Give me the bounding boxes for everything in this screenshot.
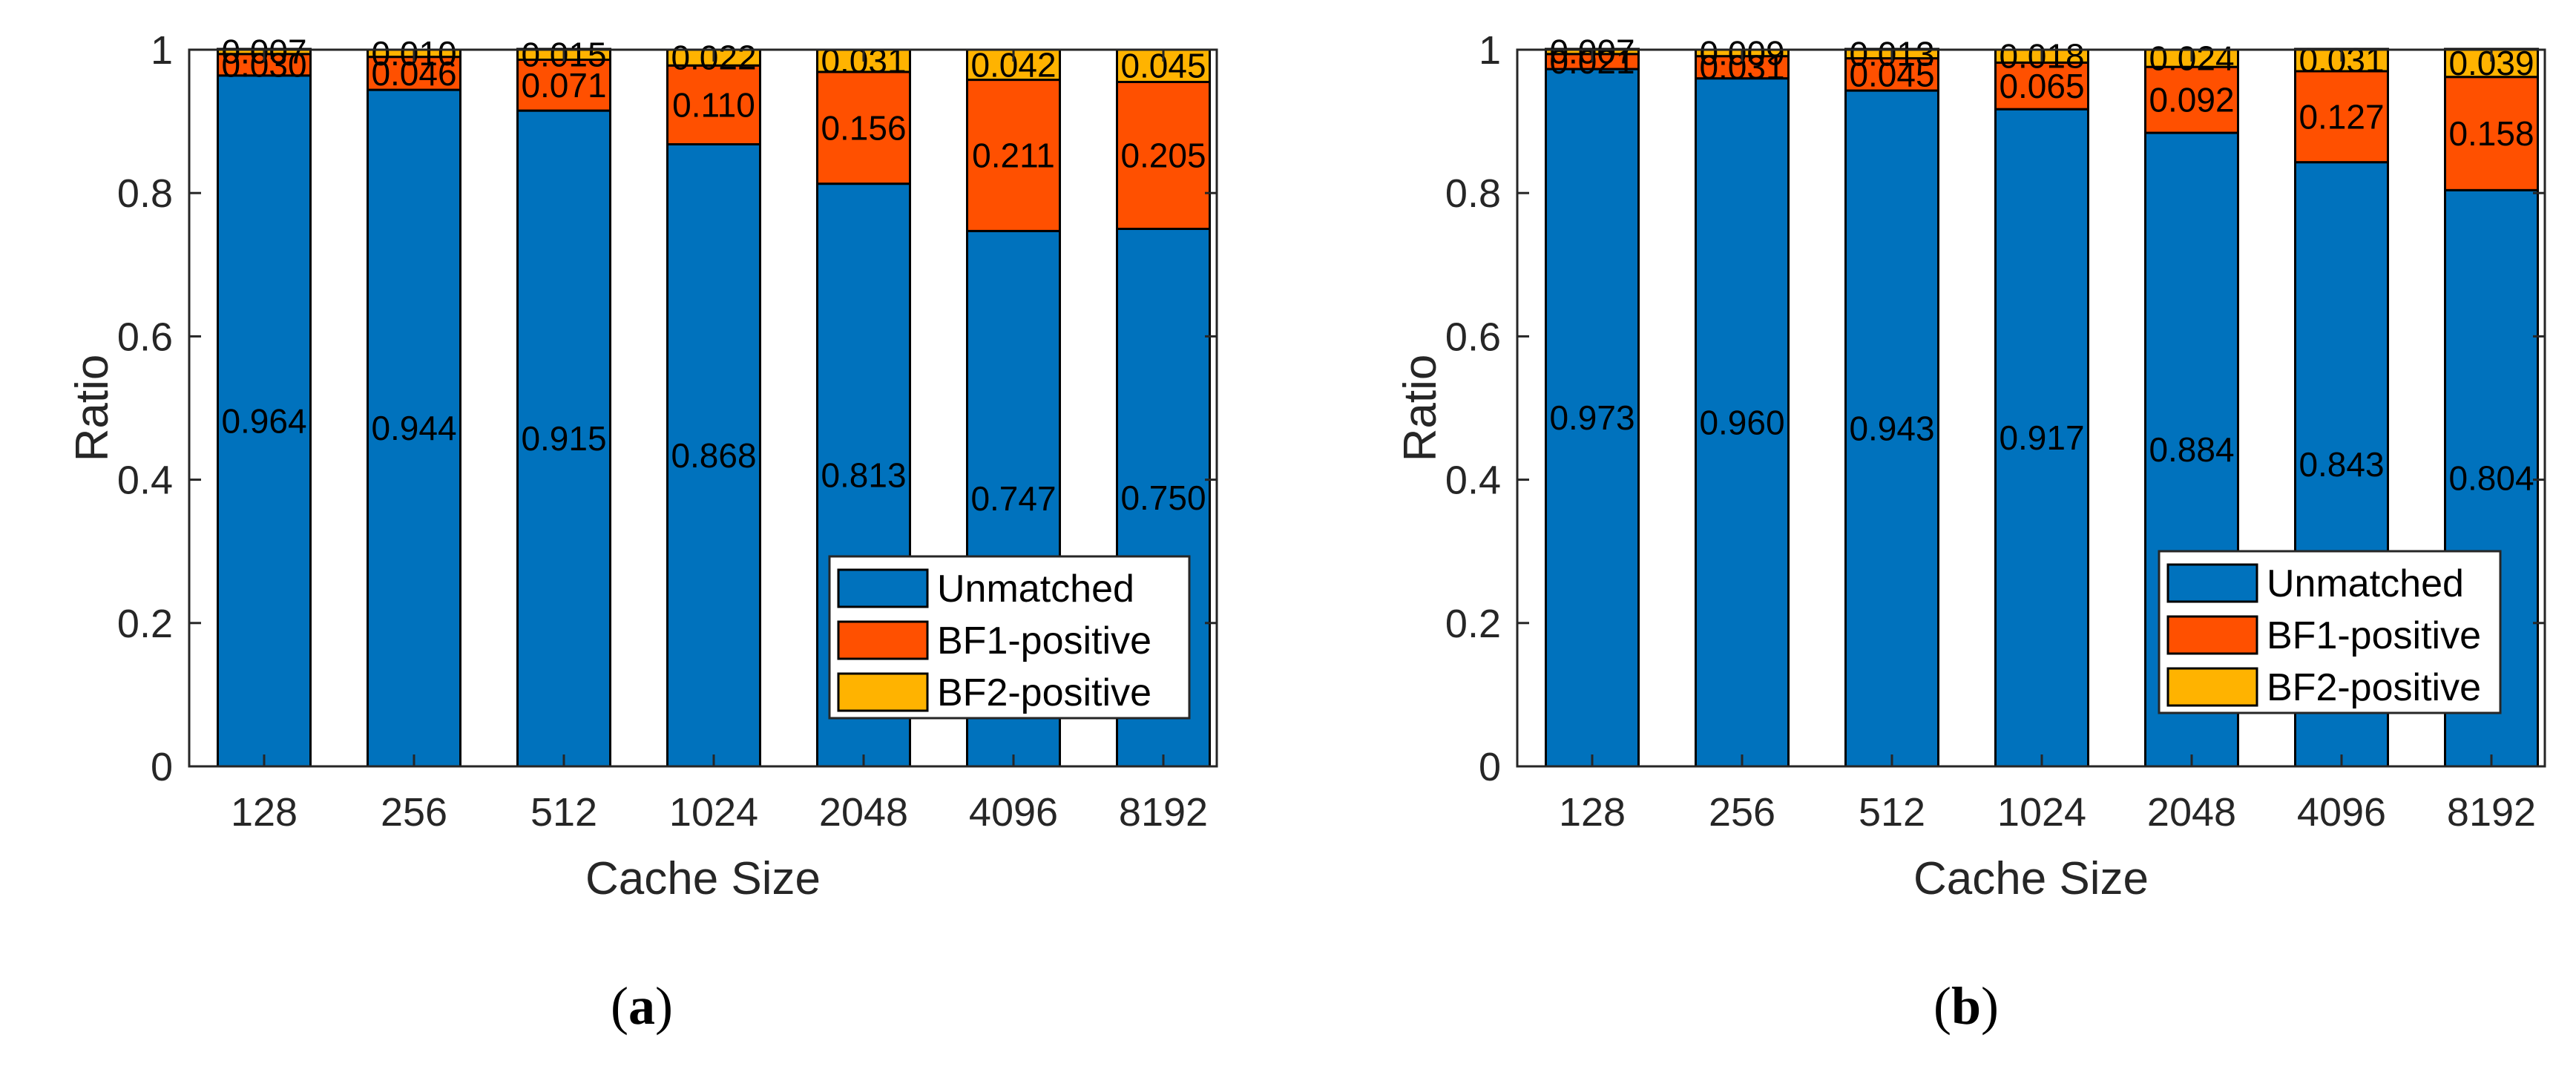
chart-panel-2: 0.9730.0210.0070.9600.0310.0090.9430.045… (1395, 28, 2546, 1036)
x-tick-label: 128 (231, 790, 298, 835)
data-label-bf1-positive-1024: 0.065 (1999, 67, 2084, 105)
bar-unmatched-128 (1545, 68, 1640, 768)
y-tick-label: 0.4 (1445, 458, 1501, 503)
x-tick-label: 2048 (819, 790, 908, 835)
chart-panel-1: 0.9640.0300.0070.9440.0460.0100.9150.071… (67, 28, 1218, 1036)
y-tick-label: 0.2 (1445, 602, 1501, 646)
caption-letter: b (1951, 976, 1981, 1036)
data-label-unmatched-1024: 0.917 (1999, 418, 2084, 457)
caption-letter: a (628, 976, 655, 1036)
legend: Unmatched BF1-positive BF2-positive (2158, 550, 2502, 714)
bar-bf1-positive-512 (516, 59, 611, 112)
data-label-bf1-positive-2048: 0.092 (2149, 81, 2234, 119)
x-tick-label: 1024 (669, 790, 758, 835)
bar-bf1-positive-8192 (2444, 76, 2539, 191)
legend-label-unmatched: Unmatched (937, 568, 1134, 611)
bar-bf1-positive-1024 (666, 64, 761, 146)
legend-swatch-unmatched (837, 568, 929, 608)
data-label-bf1-positive-8192: 0.205 (1120, 136, 1206, 174)
legend-label-unmatched: Unmatched (2267, 562, 2464, 605)
legend-label-bf1-positive: BF1-positive (937, 619, 1151, 662)
data-label-bf1-positive-4096: 0.127 (2299, 97, 2384, 136)
data-label-unmatched-2048: 0.813 (821, 456, 906, 494)
caption-close-paren: ) (1981, 976, 1999, 1036)
y-tick-label: 0.8 (1445, 171, 1501, 216)
data-label-bf1-positive-2048: 0.156 (821, 108, 906, 147)
x-tick-label: 1024 (1997, 790, 2086, 835)
legend-label-bf2-positive: BF2-positive (2267, 666, 2481, 709)
y-axis-title: Ratio (67, 355, 118, 462)
x-tick-label: 512 (1859, 790, 1925, 835)
data-label-unmatched-512: 0.943 (1849, 410, 1934, 448)
x-tick-label: 4096 (969, 790, 1058, 835)
bar-bf1-positive-8192 (1116, 80, 1211, 230)
bar-bf1-positive-2048 (816, 70, 911, 185)
legend-label-bf2-positive: BF2-positive (937, 671, 1151, 714)
x-tick-label: 8192 (2447, 790, 2536, 835)
data-label-unmatched-4096: 0.843 (2299, 445, 2384, 484)
panel-caption: (a) (611, 976, 673, 1036)
data-label-unmatched-128: 0.973 (1549, 398, 1634, 437)
y-tick-label: 0 (151, 745, 173, 789)
data-label-unmatched-2048: 0.884 (2149, 430, 2234, 469)
data-label-unmatched-8192: 0.804 (2448, 459, 2534, 498)
bar-bf1-positive-512 (1844, 57, 1939, 92)
axes-box (1516, 48, 2546, 768)
bar-unmatched-256 (1695, 77, 1790, 768)
x-axis-title: Cache Size (1913, 853, 2149, 904)
y-tick-label: 0.8 (117, 171, 173, 216)
legend-swatch-bf2-positive (837, 672, 929, 712)
caption-open-paren: ( (611, 976, 628, 1036)
x-tick-label: 256 (1709, 790, 1775, 835)
legend-swatch-bf1-positive (837, 620, 929, 660)
y-tick-label: 0.6 (1445, 315, 1501, 359)
y-tick-label: 1 (1479, 28, 1501, 73)
caption-open-paren: ( (1933, 976, 1951, 1036)
legend-label-bf1-positive: BF1-positive (2267, 614, 2481, 657)
data-label-unmatched-256: 0.944 (371, 409, 456, 447)
axes-box (188, 48, 1218, 768)
y-axis-title: Ratio (1395, 355, 1446, 462)
caption-close-paren: ) (655, 976, 673, 1036)
data-label-bf1-positive-8192: 0.158 (2448, 114, 2534, 153)
x-tick-label: 8192 (1119, 790, 1208, 835)
y-tick-label: 1 (151, 28, 173, 73)
bar-bf1-positive-2048 (2144, 65, 2239, 134)
y-tick-label: 0.4 (117, 458, 173, 503)
x-tick-label: 512 (530, 790, 597, 835)
bar-unmatched-512 (516, 109, 611, 768)
bar-unmatched-128 (217, 74, 312, 768)
y-tick-label: 0.6 (117, 315, 173, 359)
legend-swatch-bf2-positive (2166, 667, 2258, 707)
legend-swatch-bf1-positive (2166, 615, 2258, 655)
legend-swatch-unmatched (2166, 563, 2258, 603)
legend: Unmatched BF1-positive BF2-positive (828, 555, 1191, 720)
data-label-unmatched-4096: 0.747 (970, 479, 1056, 518)
data-label-unmatched-8192: 0.750 (1120, 479, 1206, 517)
data-label-unmatched-1024: 0.868 (671, 436, 756, 475)
data-label-unmatched-256: 0.960 (1699, 403, 1784, 441)
data-label-unmatched-128: 0.964 (221, 401, 306, 440)
panel-caption: (b) (1933, 976, 1999, 1036)
y-tick-label: 0 (1479, 745, 1501, 789)
data-label-bf1-positive-1024: 0.110 (672, 85, 755, 124)
data-label-bf1-positive-4096: 0.211 (972, 136, 1055, 174)
x-axis-title: Cache Size (585, 853, 821, 904)
x-tick-label: 2048 (2147, 790, 2236, 835)
x-tick-label: 4096 (2297, 790, 2386, 835)
bar-unmatched-1024 (666, 143, 761, 768)
data-label-bf1-positive-512: 0.071 (521, 66, 606, 105)
x-tick-label: 128 (1559, 790, 1626, 835)
y-tick-label: 0.2 (117, 602, 173, 646)
x-tick-label: 256 (381, 790, 447, 835)
data-label-unmatched-512: 0.915 (521, 419, 606, 458)
